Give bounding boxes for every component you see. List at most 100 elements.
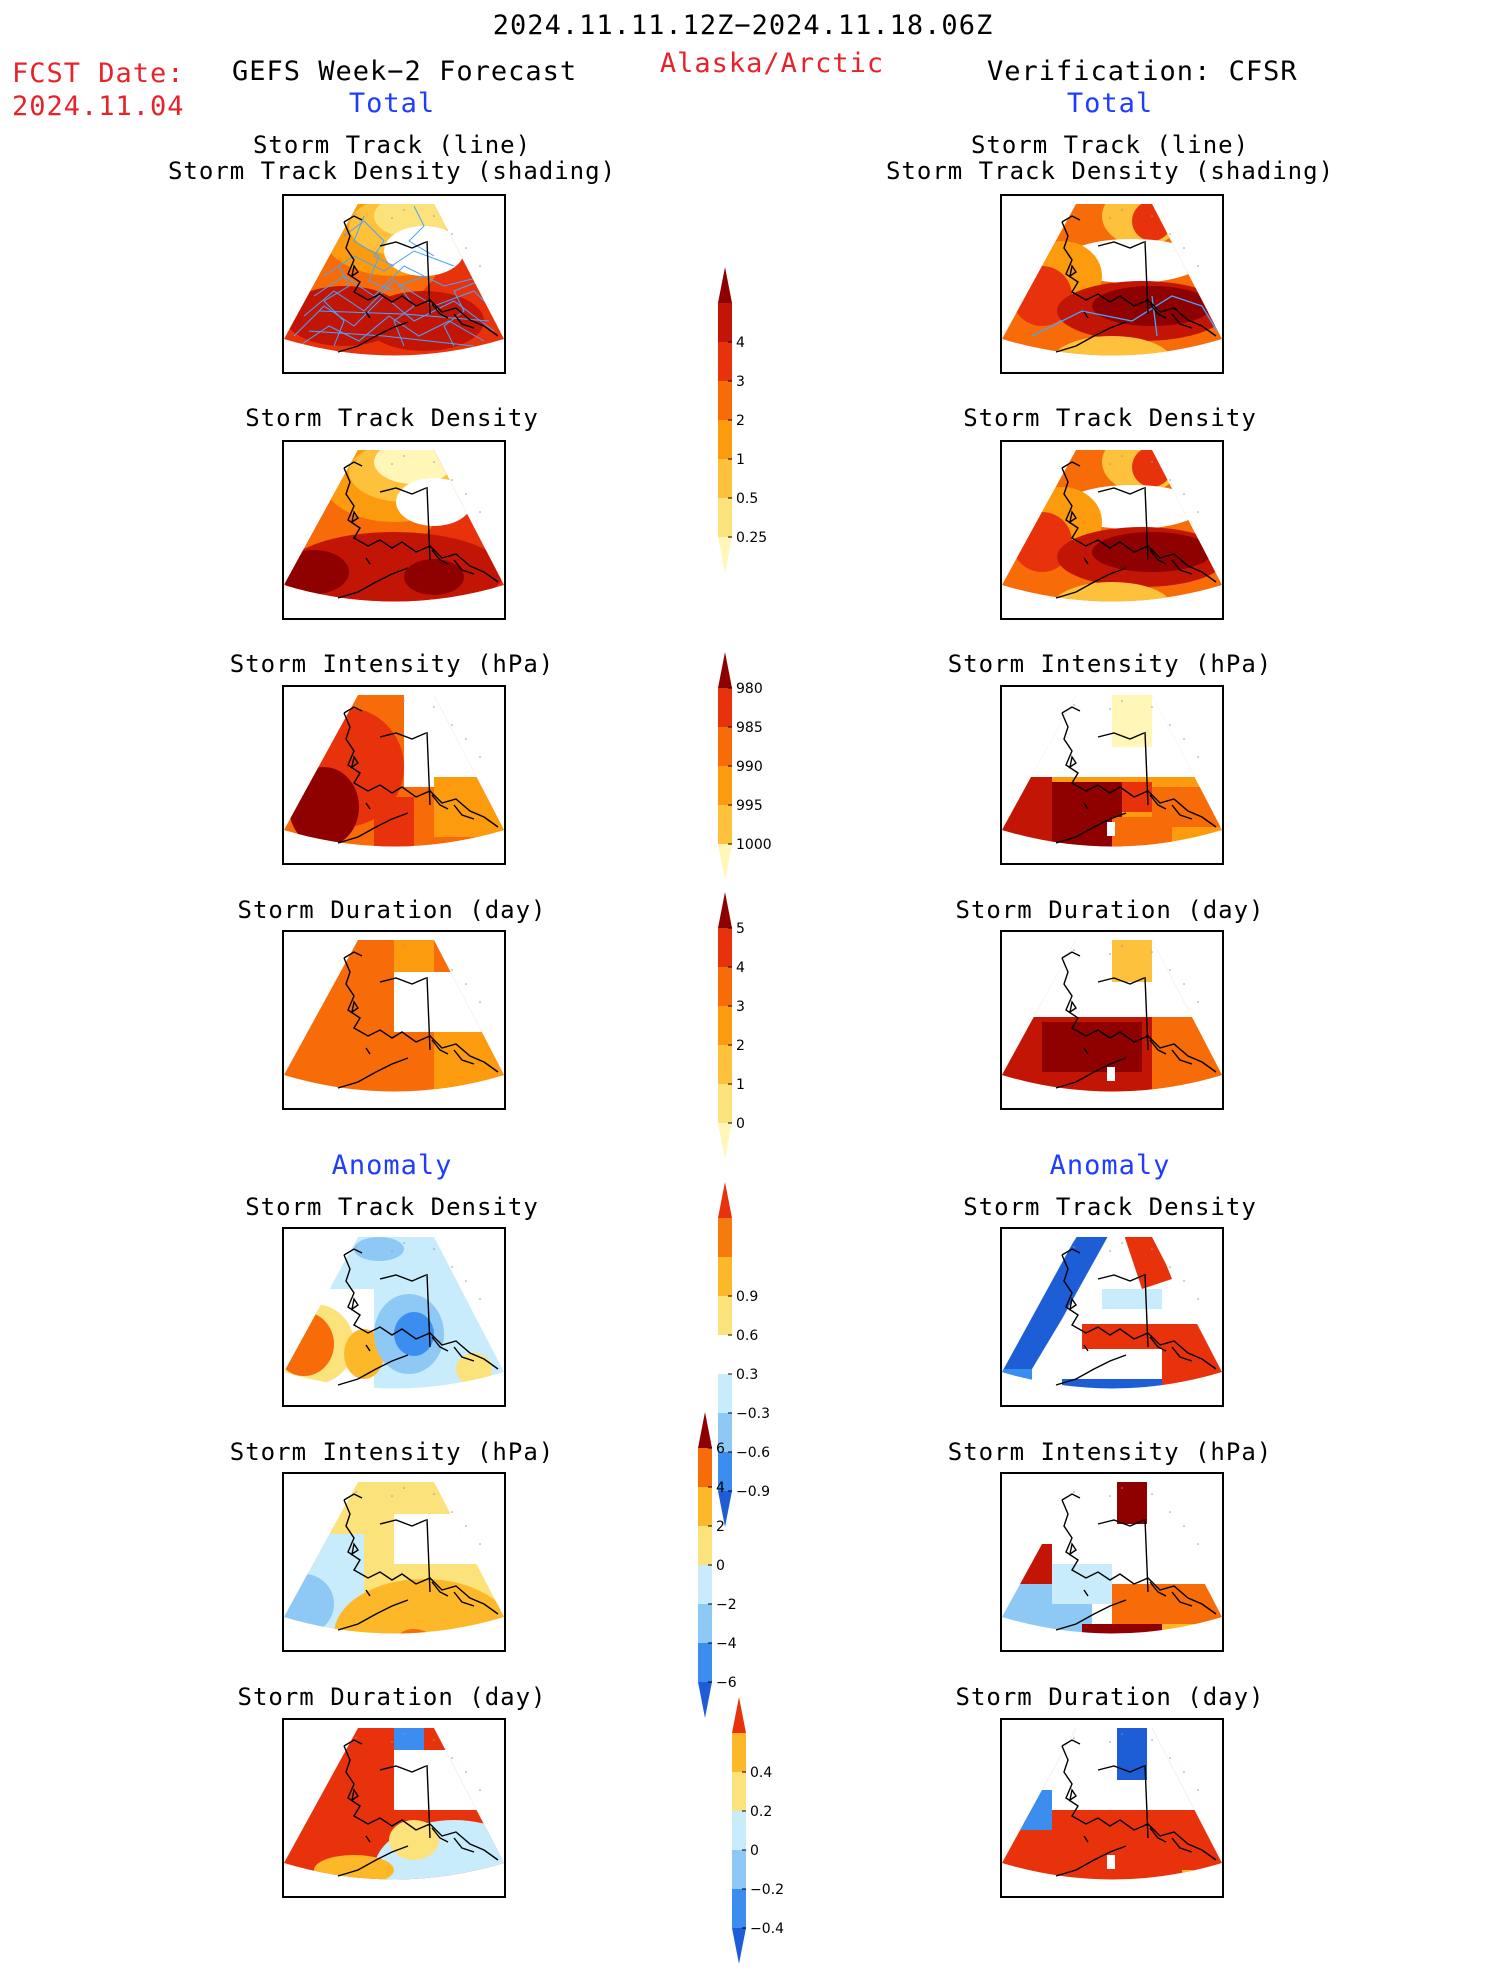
colorbar-tick-label: −0.9 — [736, 1484, 770, 1500]
colorbar-swatch — [718, 342, 732, 381]
right-p3-title: Storm Intensity (hPa) — [947, 650, 1273, 678]
colorbar-tick-label: 0.4 — [750, 1765, 772, 1781]
colorbar-tick-label: 985 — [736, 720, 763, 736]
right-p5-title: Storm Track Density — [963, 1193, 1257, 1221]
colorbar-anom-duration: −0.4 −0.2 0 0.2 0.4 — [732, 1695, 812, 1970]
map-forecast-duration — [282, 930, 506, 1110]
colorbar-swatch — [698, 1526, 712, 1565]
colorbar-swatch — [718, 652, 732, 688]
colorbar-tick-label: 3 — [736, 999, 745, 1015]
colorbar-tick-label: −0.3 — [736, 1406, 770, 1422]
colorbar-tick-label: 6 — [716, 1441, 725, 1457]
colorbar-swatch — [718, 381, 732, 420]
colorbar-swatch — [718, 1045, 732, 1084]
map-forecast-intensity — [282, 685, 506, 865]
colorbar-intensity-svg: 1000 995 990 985 980 — [718, 652, 772, 880]
colorbar-swatch — [698, 1643, 712, 1682]
right-p6-title: Storm Intensity (hPa) — [947, 1438, 1273, 1466]
left-p3-title: Storm Intensity (hPa) — [229, 650, 555, 678]
colorbar-swatch — [718, 1084, 732, 1123]
colorbar-tick-label: 4 — [736, 960, 745, 976]
colorbar-tick-label: 1 — [736, 452, 745, 468]
colorbar-tick-label: 1000 — [736, 837, 772, 853]
colorbar-tick-label: 0.25 — [736, 530, 767, 546]
colorbar-swatch — [718, 1182, 732, 1218]
colorbar-tick-label: 5 — [736, 921, 745, 937]
colorbar-swatch — [718, 1006, 732, 1045]
left-p6-title: Storm Intensity (hPa) — [229, 1438, 555, 1466]
left-total-label: Total — [348, 88, 436, 119]
colorbar-swatch — [718, 459, 732, 498]
colorbar-swatch — [718, 844, 732, 880]
colorbar-swatch — [718, 1452, 732, 1491]
colorbar-swatch — [698, 1682, 712, 1718]
colorbar-swatch — [718, 1491, 732, 1527]
colorbar-tick-label: −0.6 — [736, 1445, 770, 1461]
map-verification-intensity — [1000, 685, 1224, 865]
colorbar-swatch — [718, 537, 732, 573]
forecast-title: GEFS Week−2 Forecast — [232, 56, 578, 87]
map-verification-anom-intensity — [1000, 1472, 1224, 1652]
right-p1-title1: Storm Track (line) — [970, 131, 1250, 159]
colorbar-tick-label: 0 — [750, 1843, 759, 1859]
colorbar-tick-label: 0.3 — [736, 1367, 758, 1383]
map-verification-anom-density — [1000, 1227, 1224, 1407]
map-verification-duration — [1000, 930, 1224, 1110]
colorbar-swatch — [718, 967, 732, 1006]
left-p1-title1: Storm Track (line) — [252, 131, 532, 159]
map-forecast-anom-density — [282, 1227, 506, 1407]
colorbar-tick-label: 990 — [736, 759, 763, 775]
colorbar-density: 0.25 0.5 1 2 3 4 — [718, 265, 798, 579]
colorbar-anom-intensity: −6 −4 −2 0 2 4 6 — [698, 1410, 778, 1724]
map-verification-anom-duration — [1000, 1718, 1224, 1898]
colorbar-duration: 0 1 2 3 4 5 — [718, 890, 798, 1165]
map-forecast-track-line — [282, 194, 506, 374]
colorbar-swatch — [718, 766, 732, 805]
colorbar-swatch — [732, 1850, 746, 1889]
colorbar-tick-label: 2 — [716, 1519, 725, 1535]
colorbar-tick-label: 3 — [736, 374, 745, 390]
colorbar-swatch — [718, 1335, 732, 1374]
colorbar-anom-duration-svg: −0.4 −0.2 0 0.2 0.4 — [732, 1697, 784, 1964]
colorbar-swatch — [698, 1565, 712, 1604]
colorbar-tick-label: 0.2 — [750, 1804, 772, 1820]
colorbar-tick-label: 0.9 — [736, 1289, 758, 1305]
colorbar-swatch — [718, 1413, 732, 1452]
map-verification-track-density — [1000, 440, 1224, 620]
colorbar-swatch — [698, 1487, 712, 1526]
colorbar-swatch — [718, 1123, 732, 1159]
left-p1-title2: Storm Track Density (shading) — [167, 157, 617, 185]
colorbar-tick-label: −0.4 — [750, 1921, 784, 1937]
colorbar-tick-label: −6 — [716, 1675, 737, 1691]
map-forecast-anom-intensity — [282, 1472, 506, 1652]
map-forecast-track-density — [282, 440, 506, 620]
colorbar-swatch — [718, 420, 732, 459]
colorbar-tick-label: 1 — [736, 1077, 745, 1093]
colorbar-swatch — [732, 1928, 746, 1964]
colorbar-anom-density: −0.9 −0.6 −0.3 0.3 0.6 0.9 — [718, 1180, 798, 1533]
region-title: Alaska/Arctic — [659, 48, 885, 79]
colorbar-tick-label: 0 — [716, 1558, 725, 1574]
colorbar-swatch — [732, 1697, 746, 1733]
colorbar-tick-label: 0.6 — [736, 1328, 758, 1344]
colorbar-swatch — [732, 1889, 746, 1928]
colorbar-swatch — [698, 1448, 712, 1487]
colorbar-anom-intensity-svg: −6 −4 −2 0 2 4 6 — [698, 1412, 737, 1718]
colorbar-tick-label: 4 — [716, 1480, 725, 1496]
colorbar-swatch — [718, 1296, 732, 1335]
colorbar-swatch — [698, 1604, 712, 1643]
colorbar-swatch — [718, 805, 732, 844]
left-p4-title: Storm Duration (day) — [237, 896, 547, 924]
right-p4-title: Storm Duration (day) — [955, 896, 1265, 924]
right-p7-title: Storm Duration (day) — [955, 1683, 1265, 1711]
colorbar-tick-label: 2 — [736, 413, 745, 429]
colorbar-tick-label: 0.5 — [736, 491, 758, 507]
right-total-label: Total — [1066, 88, 1154, 119]
colorbar-swatch — [718, 727, 732, 766]
colorbar-swatch — [718, 267, 732, 303]
left-p7-title: Storm Duration (day) — [237, 1683, 547, 1711]
colorbar-swatch — [732, 1811, 746, 1850]
fcst-date-label: FCST Date: — [12, 58, 185, 89]
colorbar-swatch — [698, 1412, 712, 1448]
left-p2-title: Storm Track Density — [245, 404, 539, 432]
